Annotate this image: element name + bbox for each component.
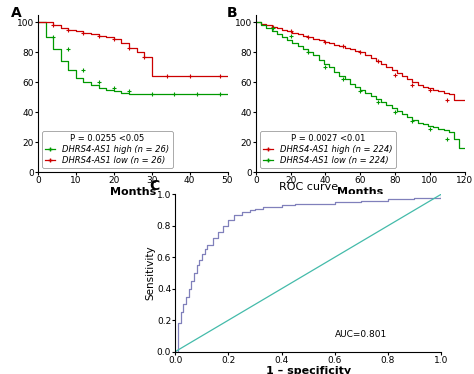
Text: AUC=0.801: AUC=0.801 — [335, 330, 387, 339]
Title: ROC curve: ROC curve — [279, 182, 337, 192]
X-axis label: Months: Months — [337, 187, 383, 197]
Legend: DHRS4-AS1 high (n = 26), DHRS4-AS1 low (n = 26): DHRS4-AS1 high (n = 26), DHRS4-AS1 low (… — [42, 131, 173, 168]
X-axis label: 1 – specificity: 1 – specificity — [265, 366, 351, 374]
Text: A: A — [11, 6, 22, 19]
Y-axis label: Sensitivity: Sensitivity — [146, 246, 155, 300]
Legend: DHRS4-AS1 high (n = 224), DHRS4-AS1 low (n = 224): DHRS4-AS1 high (n = 224), DHRS4-AS1 low … — [260, 131, 396, 168]
Text: B: B — [227, 6, 237, 19]
Text: C: C — [149, 179, 159, 193]
X-axis label: Months: Months — [109, 187, 156, 197]
